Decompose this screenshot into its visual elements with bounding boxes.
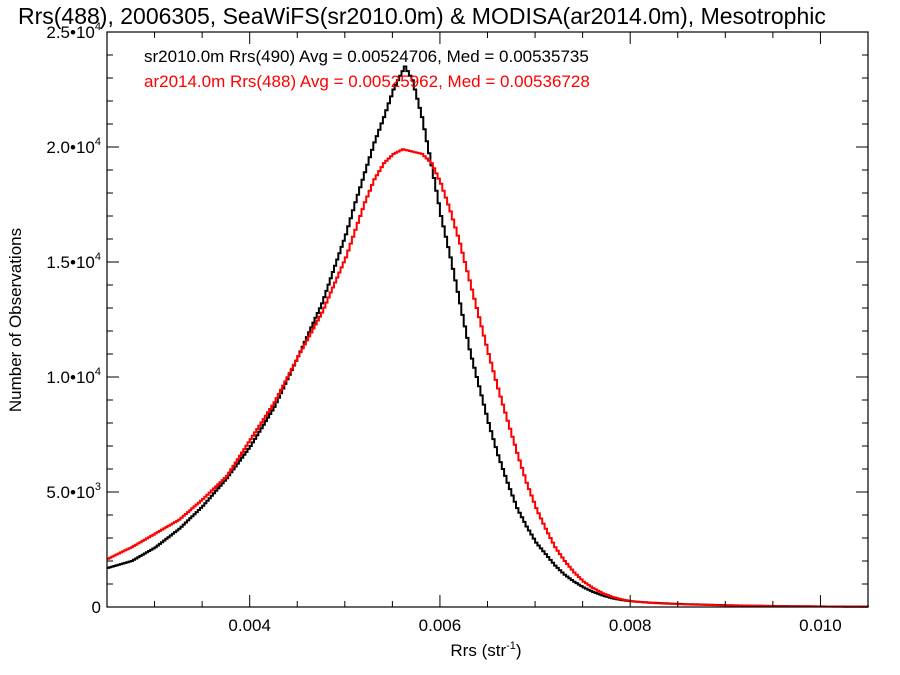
y-tick-label: 1.0•104: [46, 366, 101, 387]
x-tick-label: 0.006: [419, 616, 462, 635]
legend-entry: sr2010.0m Rrs(490) Avg = 0.00524706, Med…: [144, 47, 589, 66]
x-axis-label-text: Rrs (str: [450, 641, 506, 660]
x-axis-label-superscript: -1: [506, 640, 516, 652]
x-tick-label: 0.008: [609, 616, 652, 635]
y-tick-label-base: 0: [92, 598, 101, 617]
y-tick-label-base: 1.5•10: [46, 253, 95, 272]
y-tick-label-exponent: 4: [95, 136, 101, 148]
series-line-1: [107, 65, 869, 608]
y-tick-label-base: 5.0•10: [46, 483, 95, 502]
y-tick-label: 2.5•104: [46, 21, 101, 42]
y-axis-label: Number of Observations: [6, 228, 25, 412]
y-tick-label: 5.0•103: [46, 481, 101, 502]
y-tick-label-exponent: 3: [95, 481, 101, 493]
plot-frame: [106, 31, 869, 608]
x-axis-label-close: ): [516, 641, 522, 660]
series-line-2: [107, 148, 868, 608]
y-tick-label-exponent: 4: [95, 251, 101, 263]
y-tick-label: 1.5•104: [46, 251, 101, 272]
y-tick-label-exponent: 4: [95, 366, 101, 378]
y-tick-label: 0: [92, 598, 101, 617]
legend-entry: ar2014.0m Rrs(488) Avg = 0.00525962, Med…: [144, 72, 590, 91]
y-tick-label-base: 1.0•10: [46, 368, 95, 387]
series-layer: [107, 65, 869, 608]
legend: sr2010.0m Rrs(490) Avg = 0.00524706, Med…: [144, 47, 590, 91]
x-axis-label: Rrs (str-1): [450, 640, 521, 660]
x-tick-label: 0.010: [799, 616, 842, 635]
x-tick-label: 0.004: [228, 616, 271, 635]
y-tick-label-exponent: 4: [95, 21, 101, 33]
chart-title: Rrs(488), 2006305, SeaWiFS(sr2010.0m) & …: [18, 3, 826, 29]
axes-layer: 0.004 0.006 0.008 0.01005.0•1031.0•1041.5•1…: [46, 21, 869, 635]
y-tick-label-base: 2.5•10: [46, 23, 95, 42]
y-tick-label: 2.0•104: [46, 136, 101, 157]
y-tick-label-base: 2.0•10: [46, 138, 95, 157]
